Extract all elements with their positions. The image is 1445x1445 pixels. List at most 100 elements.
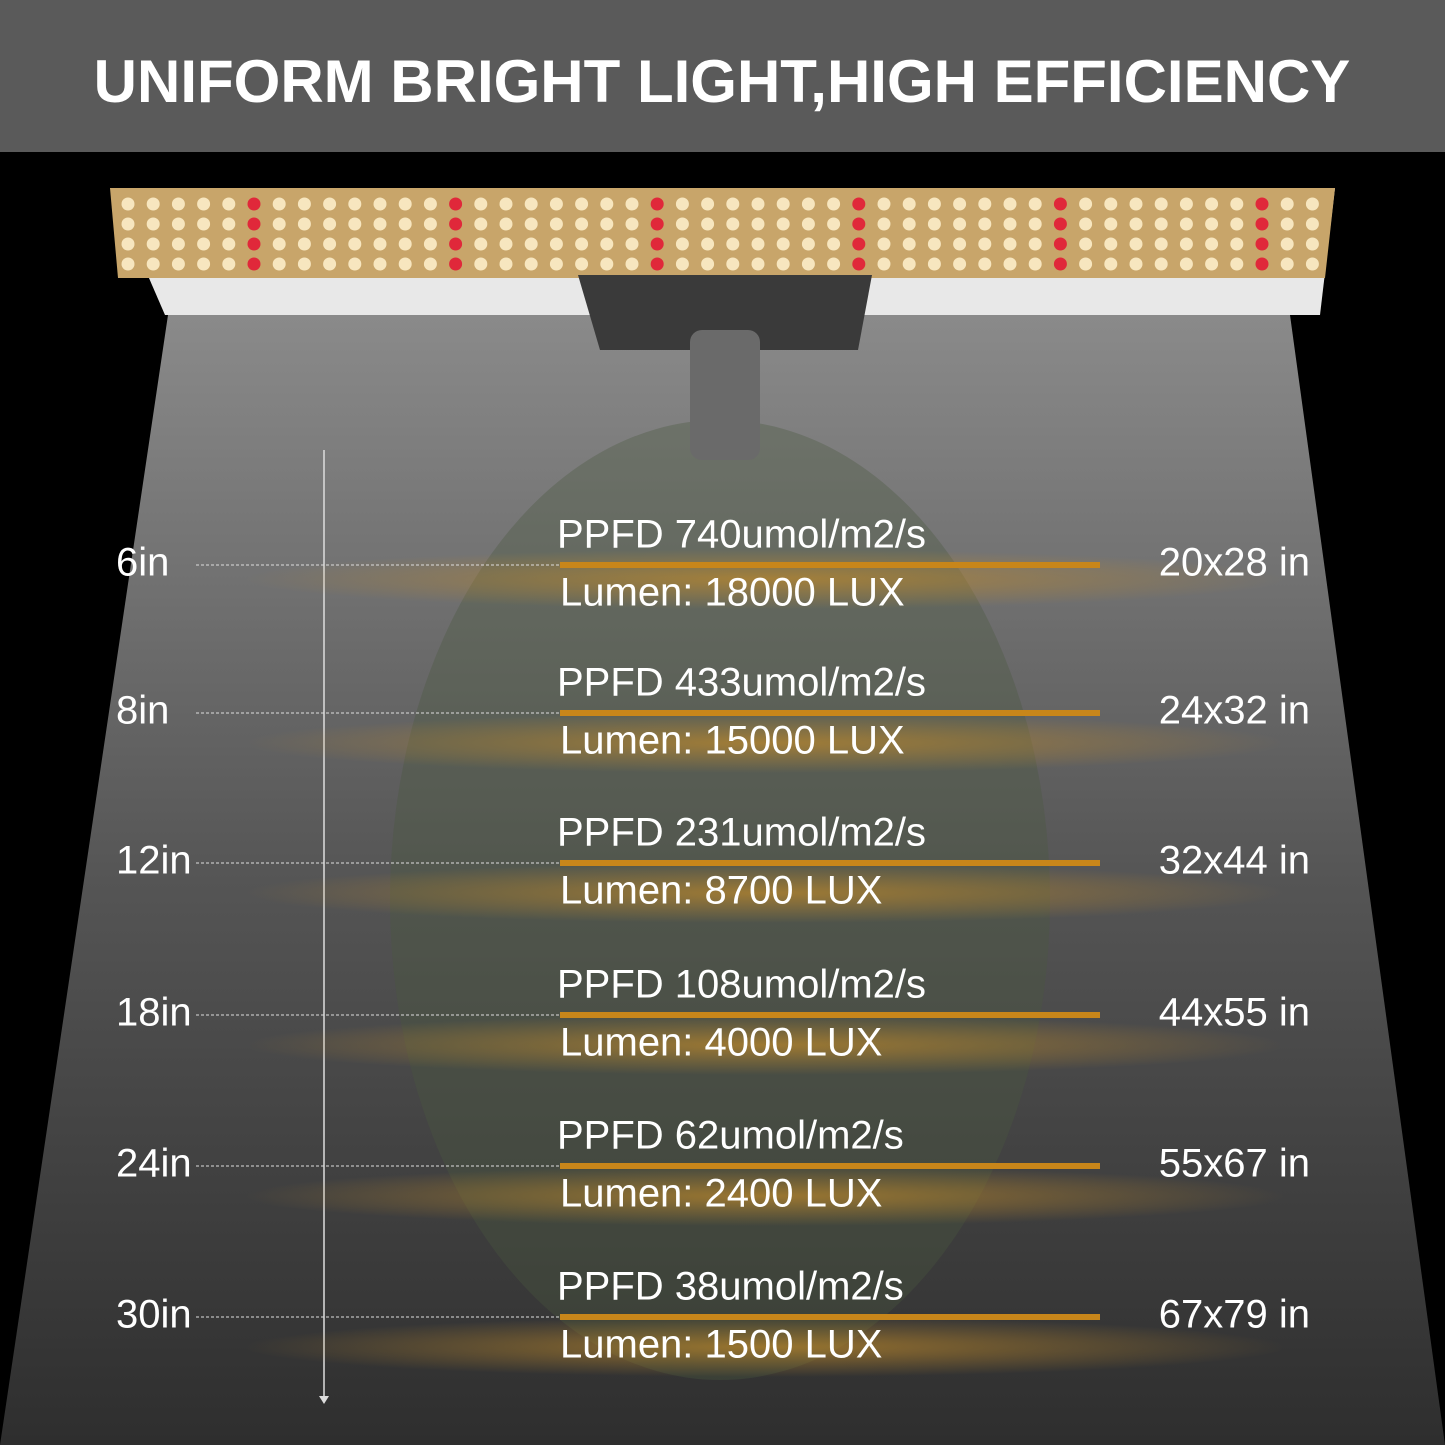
led — [524, 217, 538, 231]
led — [398, 257, 412, 271]
led — [297, 237, 311, 251]
led — [1230, 197, 1244, 211]
led — [1179, 217, 1193, 231]
led — [650, 237, 664, 251]
led — [1179, 197, 1193, 211]
led — [953, 237, 967, 251]
led — [801, 257, 815, 271]
axis-arrow — [319, 1396, 329, 1404]
led — [323, 257, 337, 271]
distance: 30in — [116, 1293, 192, 1337]
led — [222, 257, 236, 271]
led — [373, 257, 387, 271]
led — [675, 217, 689, 231]
lumen: Lumen: 15000 LUX — [560, 719, 905, 763]
led — [600, 237, 614, 251]
led — [449, 237, 463, 251]
led — [247, 217, 261, 231]
led — [1154, 257, 1168, 271]
led — [549, 257, 563, 271]
led — [827, 217, 841, 231]
lumen: Lumen: 18000 LUX — [560, 571, 905, 615]
led — [146, 237, 160, 251]
led — [751, 217, 765, 231]
led — [1205, 217, 1219, 231]
led — [1280, 217, 1294, 231]
led — [675, 197, 689, 211]
led — [1053, 217, 1067, 231]
coverage: 24x32 in — [1159, 689, 1310, 733]
led — [1104, 237, 1118, 251]
led — [1104, 217, 1118, 231]
led — [1003, 217, 1017, 231]
led — [902, 217, 916, 231]
led — [1028, 237, 1042, 251]
led — [675, 237, 689, 251]
ppfd: PPFD 38umol/m2/s — [557, 1265, 904, 1309]
led — [776, 197, 790, 211]
led — [1255, 197, 1269, 211]
led — [726, 197, 740, 211]
led — [146, 257, 160, 271]
led — [423, 217, 437, 231]
led — [423, 237, 437, 251]
led — [1104, 257, 1118, 271]
led — [852, 197, 866, 211]
ppfd: PPFD 740umol/m2/s — [557, 513, 926, 557]
led — [575, 217, 589, 231]
led — [827, 197, 841, 211]
led — [1205, 257, 1219, 271]
led — [751, 257, 765, 271]
led — [1053, 257, 1067, 271]
led — [751, 197, 765, 211]
led — [474, 257, 488, 271]
glow — [245, 1015, 1285, 1075]
led — [625, 217, 639, 231]
led — [1205, 237, 1219, 251]
led — [171, 217, 185, 231]
coverage: 20x28 in — [1159, 541, 1310, 585]
header-band — [0, 0, 1445, 152]
led — [852, 237, 866, 251]
distance: 12in — [116, 839, 192, 883]
distance: 18in — [116, 991, 192, 1035]
led — [348, 197, 362, 211]
led — [171, 257, 185, 271]
led — [625, 257, 639, 271]
led — [701, 197, 715, 211]
led — [953, 217, 967, 231]
led — [1079, 257, 1093, 271]
led — [499, 257, 513, 271]
led — [1305, 257, 1319, 271]
led — [474, 197, 488, 211]
ppfd: PPFD 433umol/m2/s — [557, 661, 926, 705]
led — [827, 237, 841, 251]
led — [272, 197, 286, 211]
led — [852, 217, 866, 231]
led — [978, 237, 992, 251]
led — [1255, 217, 1269, 231]
led — [1230, 217, 1244, 231]
led — [247, 197, 261, 211]
led — [323, 237, 337, 251]
led — [146, 197, 160, 211]
led — [373, 217, 387, 231]
led — [600, 217, 614, 231]
led — [575, 237, 589, 251]
led — [726, 237, 740, 251]
led — [1179, 237, 1193, 251]
distance: 6in — [116, 541, 169, 585]
lumen: Lumen: 4000 LUX — [560, 1021, 882, 1065]
led — [1255, 237, 1269, 251]
led — [625, 197, 639, 211]
led — [1305, 217, 1319, 231]
led — [222, 197, 236, 211]
led — [1129, 257, 1143, 271]
led — [121, 217, 135, 231]
led — [474, 217, 488, 231]
ppfd: PPFD 62umol/m2/s — [557, 1114, 904, 1158]
ppfd: PPFD 108umol/m2/s — [557, 963, 926, 1007]
lumen: Lumen: 8700 LUX — [560, 869, 882, 913]
led — [625, 237, 639, 251]
